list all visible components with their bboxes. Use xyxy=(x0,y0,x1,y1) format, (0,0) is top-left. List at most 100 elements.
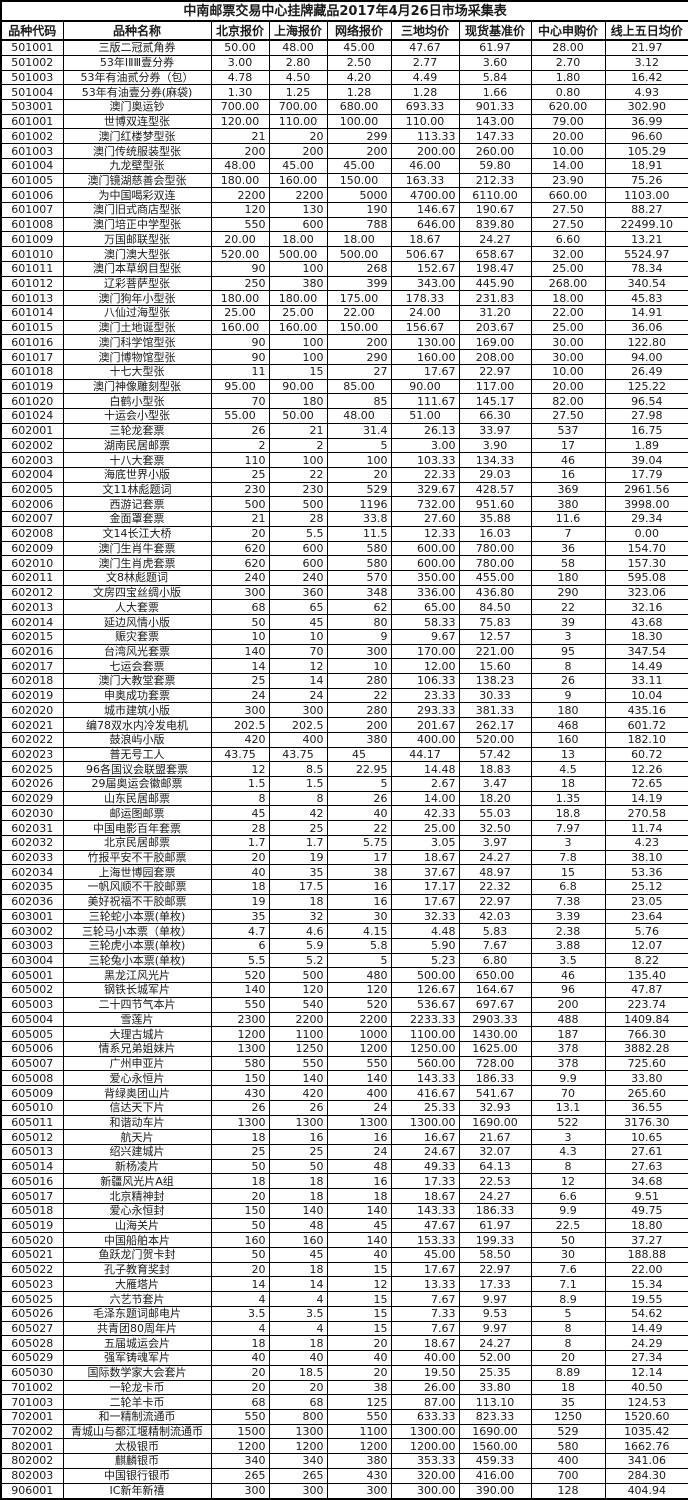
cell-three-area-avg: 170.00 xyxy=(390,643,460,660)
cell-name: 文11林彪题词 xyxy=(62,481,212,498)
cell-name: 人大套票 xyxy=(62,599,212,616)
column-header-code: 品种代码 xyxy=(0,20,64,41)
cell-spot-base-price: 134.33 xyxy=(458,452,532,468)
cell-online-5day-avg: 125.22 xyxy=(604,378,688,395)
cell-online-5day-avg: 19.55 xyxy=(604,1291,688,1307)
cell-shanghai-price: 18 xyxy=(268,1335,328,1352)
cell-online-5day-avg: 38.10 xyxy=(604,849,688,866)
cell-code: 602005 xyxy=(0,481,64,498)
cell-code: 602012 xyxy=(0,584,64,601)
cell-online-5day-avg: 1035.42 xyxy=(604,1423,688,1440)
table-row: 605026 毛泽东题词邮电片 3.5 3.5 15 7.33 9.53 5 54.62 xyxy=(0,1305,688,1322)
table-row: 602030 邮运图邮票 45 42 40 42.33 55.03 18.8 270.58 xyxy=(0,805,688,822)
cell-shanghai-price: 4.50 xyxy=(268,69,328,86)
cell-spot-base-price: 9.97 xyxy=(458,1291,532,1307)
cell-code: 603003 xyxy=(0,937,64,954)
table-row: 605028 五届城运会片 18 18 20 18.67 24.27 8 24.29 xyxy=(0,1335,688,1352)
cell-three-area-avg: 44.17 xyxy=(390,746,460,763)
table-row: 602014 延边风情小版 50 45 80 58.33 75.83 39 43.68 xyxy=(0,614,688,630)
table-row: 605027 共青团80周年片 4 4 15 7.67 9.97 8 14.49 xyxy=(0,1320,688,1337)
cell-three-area-avg: 42.33 xyxy=(390,805,460,822)
cell-spot-base-price: 7.67 xyxy=(458,937,532,954)
cell-code: 601015 xyxy=(0,319,64,336)
cell-name: 鼓浪屿小版 xyxy=(62,731,212,748)
cell-beijing-price: 580 xyxy=(210,1055,270,1072)
cell-network-price: 22 xyxy=(326,687,392,704)
cell-name: 普无号工人 xyxy=(62,746,212,763)
cell-spot-base-price: 24.27 xyxy=(458,1188,532,1204)
table-row: 602020 城市建筑小版 300 300 280 293.33 381.33 180 435.… xyxy=(0,702,688,719)
column-header-name: 品种名称 xyxy=(62,20,212,41)
cell-beijing-price: 3.00 xyxy=(210,54,270,71)
cell-three-area-avg: 4700.00 xyxy=(390,187,460,204)
cell-code: 602021 xyxy=(0,717,64,733)
cell-name: 澳门澳大型张 xyxy=(62,246,212,262)
cell-network-price: 430 xyxy=(326,1467,392,1484)
cell-code: 605016 xyxy=(0,1173,64,1190)
cell-spot-base-price: 61.97 xyxy=(458,1217,532,1234)
cell-code: 601010 xyxy=(0,246,64,262)
cell-network-price: 12 xyxy=(326,1276,392,1293)
table-row: 802001 太极银币 1200 1200 1200 1200.00 1560.00 580 1… xyxy=(0,1438,688,1455)
cell-network-price: 45 xyxy=(326,1217,392,1234)
cell-name: 96各国议会联盟套票 xyxy=(62,761,212,778)
table-row: 701003 二轮羊卡币 68 68 125 87.00 113.10 35 124.53 xyxy=(0,1394,688,1410)
table-row: 605029 强军铸魂军片 40 40 40 40.00 52.00 20 27.34 xyxy=(0,1350,688,1366)
cell-spot-base-price: 262.17 xyxy=(458,717,532,733)
cell-network-price: 140 xyxy=(326,1202,392,1219)
cell-name: 文8林彪题词 xyxy=(62,569,212,586)
column-header-three-area-avg: 三地均价 xyxy=(390,20,460,41)
table-row: 605021 鱼跃龙门贺卡封 50 45 40 45.00 58.50 30 188.88 xyxy=(0,1247,688,1263)
cell-beijing-price: 2 xyxy=(210,437,270,454)
cell-shanghai-price: 26 xyxy=(268,1099,328,1116)
cell-name: 白鹤小型张 xyxy=(62,393,212,410)
cell-three-area-avg: 126.67 xyxy=(390,982,460,998)
cell-center-purchase-price: 35 xyxy=(530,1394,606,1410)
cell-code: 602010 xyxy=(0,555,64,571)
table-row: 605018 爱心永恒封 150 140 140 143.33 186.33 9.9 49.75 xyxy=(0,1202,688,1219)
cell-beijing-price: 160.00 xyxy=(210,319,270,336)
cell-code: 602022 xyxy=(0,731,64,748)
cell-name: 上海世博园套票 xyxy=(62,864,212,881)
cell-three-area-avg: 18.67 xyxy=(390,849,460,866)
cell-shanghai-price: 2200 xyxy=(268,187,328,204)
cell-code: 602008 xyxy=(0,525,64,542)
table-row: 605017 北京精神封 20 18 18 18.67 24.27 6.6 9.51 xyxy=(0,1188,688,1204)
cell-center-purchase-price: 8 xyxy=(530,1320,606,1337)
table-row: 605008 爱心永恒片 150 140 140 143.33 186.33 9.9 33.80 xyxy=(0,1070,688,1087)
cell-center-purchase-price: 580 xyxy=(530,1438,606,1455)
cell-online-5day-avg: 766.30 xyxy=(604,1026,688,1042)
cell-beijing-price: 200 xyxy=(210,143,270,159)
cell-beijing-price: 70 xyxy=(210,393,270,410)
cell-code: 605007 xyxy=(0,1055,64,1072)
cell-spot-base-price: 381.33 xyxy=(458,702,532,719)
cell-network-price: 400 xyxy=(326,1085,392,1101)
cell-beijing-price: 1300 xyxy=(210,1040,270,1057)
cell-spot-base-price: 24.27 xyxy=(458,231,532,248)
cell-center-purchase-price: 17 xyxy=(530,437,606,454)
cell-three-area-avg: 1100.00 xyxy=(390,1026,460,1042)
cell-beijing-price: 40 xyxy=(210,1350,270,1366)
cell-online-5day-avg: 323.06 xyxy=(604,584,688,601)
cell-shanghai-price: 380 xyxy=(268,275,328,292)
cell-network-price: 20 xyxy=(326,466,392,483)
cell-three-area-avg: 18.67 xyxy=(390,231,460,248)
cell-three-area-avg: 24.67 xyxy=(390,1144,460,1160)
cell-center-purchase-price: 180 xyxy=(530,702,606,719)
cell-code: 702002 xyxy=(0,1423,64,1440)
table-row: 601004 九龙壁型张 48.00 45.00 45.00 46.00 59.80 14.0… xyxy=(0,157,688,174)
cell-center-purchase-price: 5 xyxy=(530,1305,606,1322)
cell-center-purchase-price: 25.00 xyxy=(530,319,606,336)
cell-network-price: 5000 xyxy=(326,187,392,204)
cell-center-purchase-price: 1250 xyxy=(530,1408,606,1425)
table-row: 602026 29届奥运会徽邮票 1.5 1.5 5 2.67 3.47 18 72.65 xyxy=(0,776,688,792)
cell-online-5day-avg: 94.00 xyxy=(604,349,688,365)
table-row: 802002 麒麟银币 340 340 380 353.33 459.33 400 341.06 xyxy=(0,1453,688,1469)
cell-three-area-avg: 2.77 xyxy=(390,54,460,71)
cell-three-area-avg: 106.33 xyxy=(390,673,460,689)
cell-three-area-avg: 12.00 xyxy=(390,658,460,675)
cell-spot-base-price: 3.97 xyxy=(458,834,532,851)
cell-shanghai-price: 300 xyxy=(268,702,328,719)
table-row: 603001 三轮蛇小本票(单枚) 35 32 30 32.33 42.03 3.39 23.6… xyxy=(0,908,688,925)
